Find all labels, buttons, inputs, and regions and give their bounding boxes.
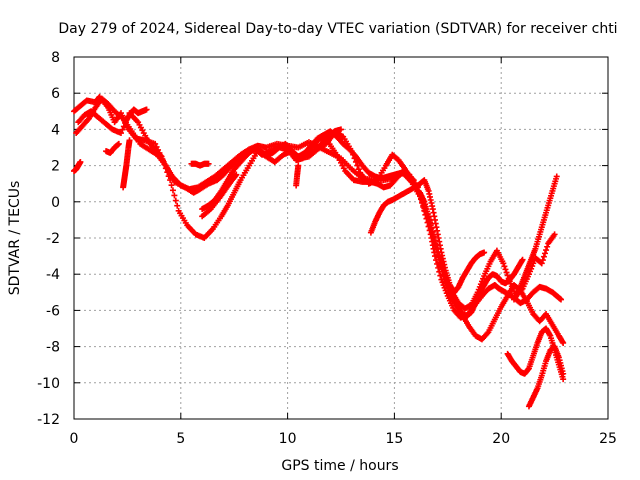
track-1 (71, 93, 565, 321)
x-tick-label: 25 (599, 431, 617, 447)
data-point (437, 272, 444, 279)
y-tick-label: -8 (46, 340, 60, 356)
data-point (560, 339, 567, 346)
data-point (560, 370, 567, 377)
data-point (543, 247, 550, 254)
y-tick-label: 0 (51, 195, 60, 211)
data-point (77, 158, 84, 165)
track-12 (199, 171, 240, 220)
tick-labels: 0 5 10 15 20 25 -12 -10 -8 -6 -4 -2 0 2 4 6 8 (37, 50, 617, 447)
data-point (174, 202, 181, 209)
data-point (481, 249, 488, 256)
x-tick-label: 10 (279, 431, 297, 447)
x-tick-label: 20 (492, 431, 510, 447)
chart-title: Day 279 of 2024, Sidereal Day-to-day VTE… (58, 21, 617, 37)
track-6 (417, 189, 526, 319)
y-tick-label: 8 (51, 50, 60, 66)
data-point (171, 192, 178, 199)
track-16 (293, 162, 302, 189)
y-tick-label: -12 (37, 412, 60, 428)
y-tick-label: 4 (51, 122, 60, 138)
track-11 (103, 140, 122, 156)
track-7 (504, 325, 567, 383)
x-tick-label: 5 (176, 431, 185, 447)
data-point (541, 250, 548, 257)
data-point (172, 197, 179, 204)
data-point (558, 296, 565, 303)
x-axis-label: GPS time / hours (281, 458, 398, 474)
data-point (115, 140, 122, 147)
track-14 (71, 158, 84, 175)
y-tick-label: -2 (46, 231, 60, 247)
data-point (435, 264, 442, 271)
data-point (502, 266, 509, 273)
data-point (544, 243, 551, 250)
y-tick-label: -10 (37, 376, 60, 392)
data-point (338, 126, 344, 133)
data-point (126, 137, 133, 144)
data-point (538, 260, 545, 267)
data-point (519, 256, 526, 263)
track-13 (188, 160, 212, 169)
x-tick-label: 0 (70, 431, 79, 447)
data-point (143, 106, 150, 113)
data-point (409, 176, 416, 183)
data-point (553, 173, 560, 180)
y-axis-label: SDTVAR / TECUs (7, 181, 23, 296)
y-tick-label: -4 (46, 267, 60, 283)
y-tick-label: -6 (46, 303, 60, 319)
track-9 (511, 173, 560, 303)
data-point (560, 376, 567, 383)
data-marks (71, 93, 567, 410)
data-point (205, 160, 212, 167)
track-4 (199, 128, 417, 213)
data-point (551, 231, 558, 238)
data-point (168, 182, 175, 189)
x-tick-label: 15 (385, 431, 403, 447)
track-15 (120, 137, 133, 191)
data-point (500, 260, 507, 267)
data-point (540, 253, 547, 260)
y-tick-label: 6 (51, 86, 60, 102)
data-point (117, 130, 124, 137)
data-point (539, 257, 546, 264)
track-5 (367, 177, 488, 296)
data-point (503, 269, 510, 276)
data-point (233, 171, 240, 178)
y-tick-label: 2 (51, 159, 60, 175)
data-point (501, 263, 508, 270)
data-point (295, 162, 302, 169)
track-8 (525, 343, 567, 410)
data-point (410, 177, 417, 184)
data-point (169, 187, 176, 194)
data-point (119, 126, 126, 133)
track-10 (122, 106, 150, 126)
data-point (355, 166, 362, 173)
track-17 (305, 126, 344, 158)
